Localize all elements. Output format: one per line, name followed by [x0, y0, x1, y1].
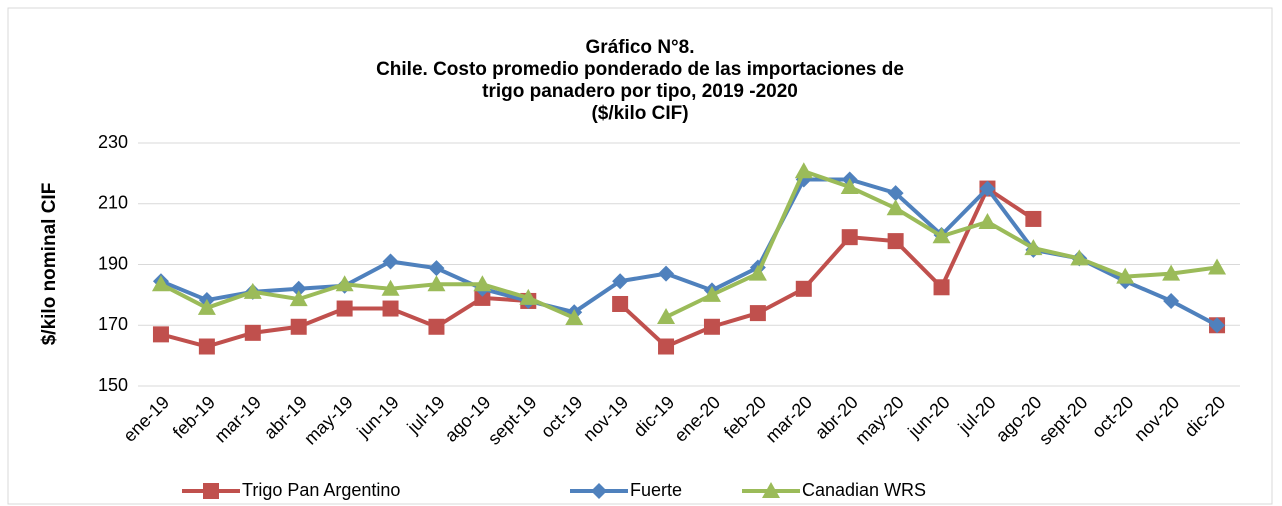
marker	[428, 260, 445, 277]
y-tick-label: 210	[98, 193, 128, 213]
marker	[1024, 239, 1043, 256]
marker	[1162, 264, 1181, 281]
marker	[335, 275, 354, 292]
marker	[474, 289, 491, 306]
marker	[702, 285, 721, 302]
marker	[612, 273, 629, 290]
marker	[151, 275, 170, 292]
chart-title: Gráfico N°8.	[586, 37, 695, 58]
marker	[1070, 249, 1089, 266]
marker	[198, 338, 215, 355]
legend-label: Canadian WRS	[802, 480, 926, 500]
marker	[978, 212, 997, 229]
marker	[703, 318, 720, 335]
marker	[203, 483, 219, 499]
marker	[1209, 317, 1226, 334]
marker	[932, 227, 951, 244]
marker	[933, 279, 950, 296]
marker	[762, 482, 780, 498]
marker	[658, 338, 675, 355]
chart-title: ($/kilo CIF)	[591, 103, 688, 124]
marker	[794, 162, 813, 179]
marker	[473, 275, 492, 292]
marker	[565, 308, 584, 325]
marker	[289, 290, 308, 307]
chart-title: trigo panadero por tipo, 2019 -2020	[482, 81, 798, 102]
title-block: Gráfico N°8.Chile. Costo promedio ponder…	[376, 37, 904, 124]
chart-title: Chile. Costo promedio ponderado de las i…	[376, 59, 904, 80]
marker	[1163, 292, 1180, 309]
marker	[887, 185, 904, 202]
y-axis-label: $/kilo nominal CIF	[39, 183, 60, 346]
marker	[428, 318, 445, 335]
marker	[336, 300, 353, 317]
marker	[749, 305, 766, 322]
marker	[382, 253, 399, 270]
marker	[591, 483, 607, 499]
marker	[1208, 258, 1227, 275]
marker	[748, 264, 767, 281]
marker	[244, 324, 261, 341]
y-tick-label: 150	[98, 375, 128, 395]
marker	[427, 275, 446, 292]
marker	[243, 282, 262, 299]
marker	[290, 318, 307, 335]
marker	[197, 298, 216, 315]
marker	[840, 178, 859, 195]
legend-label: Trigo Pan Argentino	[242, 480, 400, 500]
marker	[519, 288, 538, 305]
marker	[658, 265, 675, 282]
legend-label: Fuerte	[630, 480, 682, 500]
y-tick-label: 230	[98, 132, 128, 152]
marker	[887, 233, 904, 250]
marker	[979, 180, 996, 197]
marker	[290, 280, 307, 297]
marker	[152, 326, 169, 343]
marker	[886, 199, 905, 216]
marker	[795, 280, 812, 297]
marker	[841, 229, 858, 246]
marker	[382, 300, 399, 317]
marker	[1116, 267, 1135, 284]
y-tick-label: 170	[98, 314, 128, 334]
marker	[381, 279, 400, 296]
y-tick-label: 190	[98, 253, 128, 273]
marker	[657, 308, 676, 325]
marker	[612, 295, 629, 312]
marker	[1025, 210, 1042, 227]
